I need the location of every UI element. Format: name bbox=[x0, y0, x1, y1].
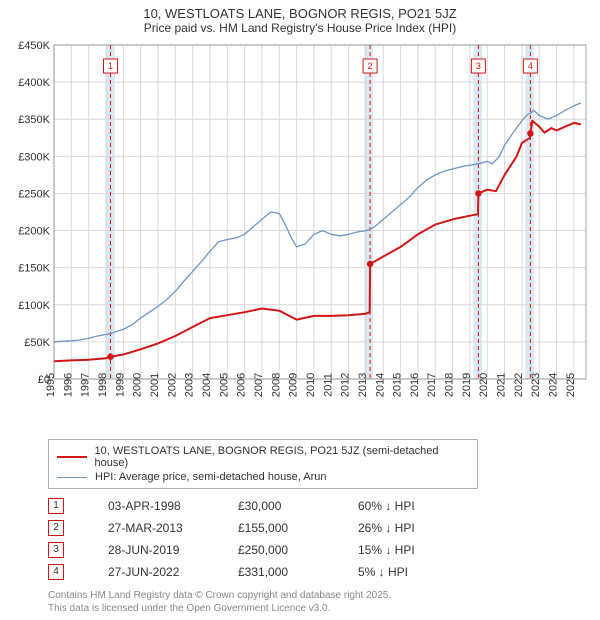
svg-text:2023: 2023 bbox=[530, 373, 542, 397]
svg-text:2000: 2000 bbox=[132, 373, 144, 397]
svg-text:2: 2 bbox=[368, 61, 373, 71]
sales-row: 2 27-MAR-2013£155,00026% ↓ HPI bbox=[48, 517, 548, 539]
svg-text:2001: 2001 bbox=[149, 373, 161, 397]
svg-text:2021: 2021 bbox=[496, 373, 508, 397]
svg-text:£150K: £150K bbox=[18, 263, 50, 275]
legend-item: 10, WESTLOATS LANE, BOGNOR REGIS, PO21 5… bbox=[57, 444, 469, 470]
sale-diff: 26% ↓ HPI bbox=[358, 521, 478, 535]
chart-subtitle: Price paid vs. HM Land Registry's House … bbox=[8, 21, 592, 35]
svg-text:2025: 2025 bbox=[565, 373, 577, 397]
sale-price: £250,000 bbox=[238, 543, 358, 557]
sales-row: 3 28-JUN-2019£250,00015% ↓ HPI bbox=[48, 539, 548, 561]
svg-text:2015: 2015 bbox=[392, 373, 404, 397]
svg-text:1996: 1996 bbox=[62, 373, 74, 397]
svg-text:£200K: £200K bbox=[18, 226, 50, 238]
copyright-line: This data is licensed under the Open Gov… bbox=[48, 602, 592, 615]
svg-text:1995: 1995 bbox=[45, 373, 57, 397]
svg-text:2011: 2011 bbox=[322, 373, 334, 397]
sales-table: 1 03-APR-1998£30,00060% ↓ HPI 2 27-MAR-2013… bbox=[48, 495, 548, 583]
sale-marker: 3 bbox=[48, 542, 64, 558]
chart: 1234£0£50K£100K£150K£200K£250K£300K£350K… bbox=[8, 39, 592, 409]
legend-swatch bbox=[57, 477, 87, 478]
sale-date: 27-MAR-2013 bbox=[108, 521, 238, 535]
sale-diff: 60% ↓ HPI bbox=[358, 499, 478, 513]
sales-row: 4 27-JUN-2022£331,0005% ↓ HPI bbox=[48, 561, 548, 583]
svg-text:2022: 2022 bbox=[513, 373, 525, 397]
svg-text:1997: 1997 bbox=[80, 373, 92, 397]
legend-label: HPI: Average price, semi-detached house,… bbox=[95, 471, 327, 483]
legend-label: 10, WESTLOATS LANE, BOGNOR REGIS, PO21 5… bbox=[95, 445, 469, 469]
svg-text:£100K: £100K bbox=[18, 300, 50, 312]
svg-text:£350K: £350K bbox=[18, 114, 50, 126]
svg-text:2014: 2014 bbox=[374, 373, 386, 397]
svg-text:2016: 2016 bbox=[409, 373, 421, 397]
legend-swatch bbox=[57, 456, 87, 458]
svg-text:£450K: £450K bbox=[18, 40, 50, 52]
svg-text:1998: 1998 bbox=[97, 373, 109, 397]
svg-text:4: 4 bbox=[528, 61, 533, 71]
sale-date: 27-JUN-2022 bbox=[108, 565, 238, 579]
svg-text:2019: 2019 bbox=[461, 373, 473, 397]
svg-text:2002: 2002 bbox=[166, 373, 178, 397]
sale-price: £331,000 bbox=[238, 565, 358, 579]
svg-text:2020: 2020 bbox=[478, 373, 490, 397]
svg-text:£300K: £300K bbox=[18, 151, 50, 163]
svg-text:£400K: £400K bbox=[18, 77, 50, 89]
sale-diff: 5% ↓ HPI bbox=[358, 565, 478, 579]
sale-date: 03-APR-1998 bbox=[108, 499, 238, 513]
copyright: Contains HM Land Registry data © Crown c… bbox=[48, 589, 592, 615]
svg-text:1: 1 bbox=[108, 61, 113, 71]
copyright-line: Contains HM Land Registry data © Crown c… bbox=[48, 589, 592, 602]
svg-text:2018: 2018 bbox=[444, 373, 456, 397]
svg-text:2012: 2012 bbox=[340, 373, 352, 397]
svg-text:2010: 2010 bbox=[305, 373, 317, 397]
svg-text:2003: 2003 bbox=[184, 373, 196, 397]
sale-price: £155,000 bbox=[238, 521, 358, 535]
sale-marker: 2 bbox=[48, 520, 64, 536]
svg-text:2005: 2005 bbox=[218, 373, 230, 397]
svg-text:3: 3 bbox=[476, 61, 481, 71]
svg-text:£50K: £50K bbox=[24, 337, 50, 349]
sale-date: 28-JUN-2019 bbox=[108, 543, 238, 557]
svg-text:2006: 2006 bbox=[236, 373, 248, 397]
chart-title: 10, WESTLOATS LANE, BOGNOR REGIS, PO21 5… bbox=[8, 6, 592, 21]
svg-text:2024: 2024 bbox=[548, 373, 560, 397]
legend-item: HPI: Average price, semi-detached house,… bbox=[57, 470, 469, 484]
sales-row: 1 03-APR-1998£30,00060% ↓ HPI bbox=[48, 495, 548, 517]
svg-text:2004: 2004 bbox=[201, 373, 213, 397]
sale-marker: 4 bbox=[48, 564, 64, 580]
svg-text:2009: 2009 bbox=[288, 373, 300, 397]
svg-text:1999: 1999 bbox=[114, 373, 126, 397]
svg-text:2013: 2013 bbox=[357, 373, 369, 397]
legend: 10, WESTLOATS LANE, BOGNOR REGIS, PO21 5… bbox=[48, 439, 478, 489]
sale-price: £30,000 bbox=[238, 499, 358, 513]
svg-text:2017: 2017 bbox=[426, 373, 438, 397]
svg-text:2007: 2007 bbox=[253, 373, 265, 397]
svg-text:2008: 2008 bbox=[270, 373, 282, 397]
svg-text:£250K: £250K bbox=[18, 188, 50, 200]
sale-diff: 15% ↓ HPI bbox=[358, 543, 478, 557]
sale-marker: 1 bbox=[48, 498, 64, 514]
